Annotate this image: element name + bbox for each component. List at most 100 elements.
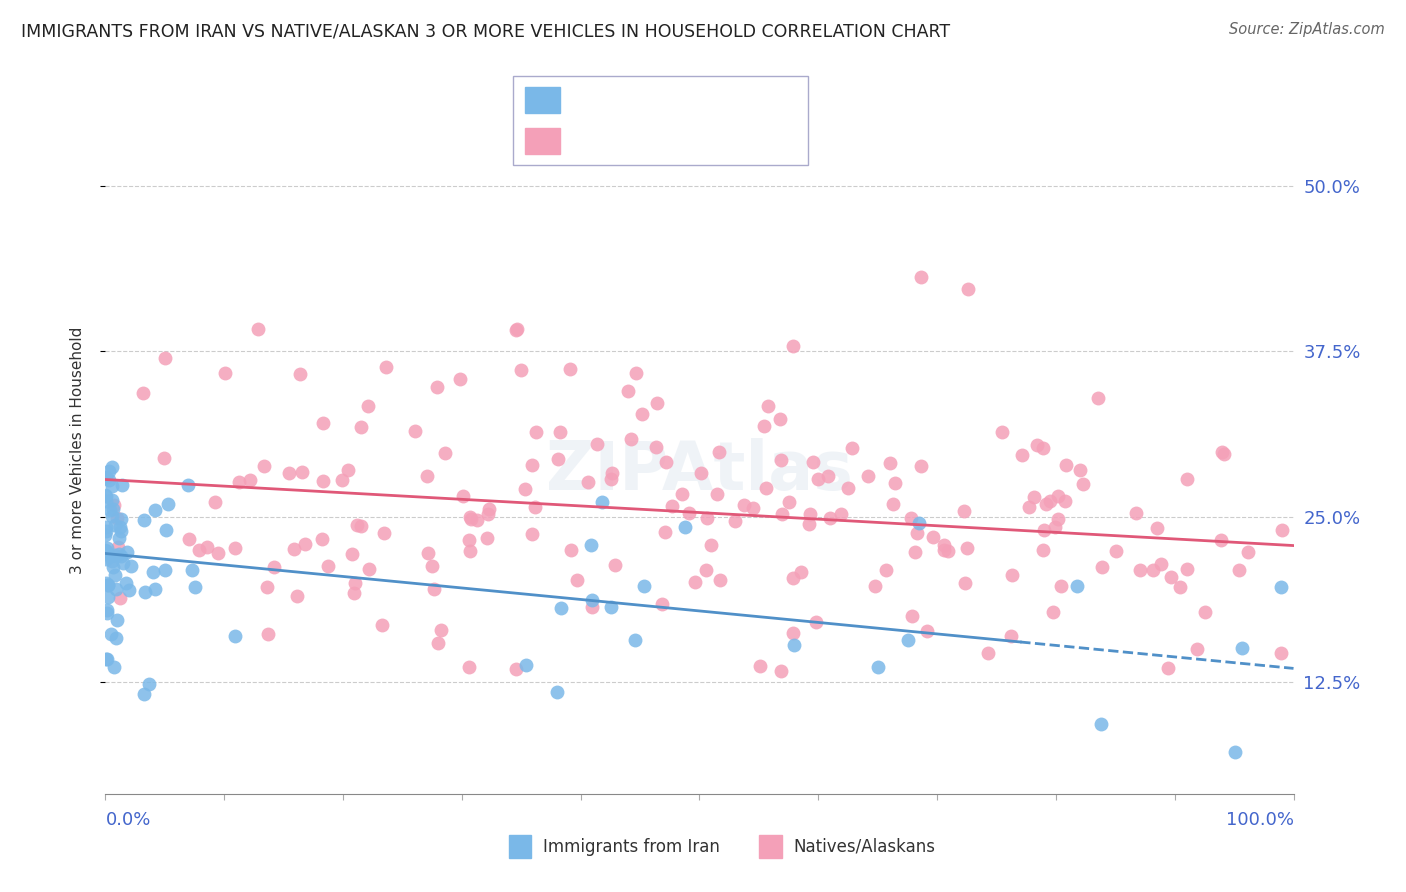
Point <box>253 459 276 474</box>
Point <box>111 478 134 492</box>
Point <box>1050 579 1073 593</box>
Point <box>782 339 804 353</box>
Point <box>120 558 142 573</box>
Point <box>156 497 179 511</box>
Point <box>1022 490 1045 504</box>
Point <box>101 560 124 574</box>
Point <box>1035 497 1057 511</box>
Point <box>910 459 932 474</box>
Point <box>294 537 316 551</box>
Point <box>184 581 207 595</box>
Point <box>976 646 998 660</box>
Point <box>579 538 602 552</box>
Point <box>600 599 623 614</box>
Point <box>1168 580 1191 594</box>
Point <box>623 633 645 648</box>
Point <box>879 456 901 470</box>
Point <box>96 651 118 665</box>
Point <box>356 400 378 414</box>
Point <box>932 538 955 552</box>
Point <box>449 372 471 386</box>
Point <box>620 432 643 446</box>
Text: 100.0%: 100.0% <box>1226 811 1294 829</box>
Point <box>1001 567 1024 582</box>
Point <box>108 547 131 561</box>
Text: R =: R = <box>572 91 603 109</box>
Point <box>510 363 533 377</box>
Text: -0.106: -0.106 <box>626 91 685 109</box>
Point <box>257 627 280 641</box>
Point <box>678 507 700 521</box>
Point <box>330 473 353 487</box>
Text: N =: N = <box>696 132 728 150</box>
Point <box>152 451 174 466</box>
Point <box>451 489 474 503</box>
Point <box>1185 641 1208 656</box>
Point <box>105 582 128 597</box>
Point <box>1157 661 1180 675</box>
Point <box>94 520 117 534</box>
Point <box>1149 558 1171 572</box>
Text: R =: R = <box>572 132 603 150</box>
Point <box>591 494 613 508</box>
Point <box>707 445 730 459</box>
Point <box>112 556 135 570</box>
Point <box>1069 463 1091 477</box>
Point <box>1042 605 1064 619</box>
Point <box>772 508 794 522</box>
Text: Source: ZipAtlas.com: Source: ZipAtlas.com <box>1229 22 1385 37</box>
Point <box>110 549 132 563</box>
Point <box>1011 448 1033 462</box>
Point <box>105 511 128 525</box>
Point <box>427 636 450 650</box>
Point <box>179 532 201 546</box>
Point <box>228 475 250 490</box>
Point <box>797 516 820 531</box>
Point <box>214 366 236 380</box>
Point <box>104 568 127 582</box>
Point <box>415 469 437 483</box>
Point <box>1270 646 1292 660</box>
FancyBboxPatch shape <box>513 76 808 165</box>
Point <box>420 559 443 574</box>
Point <box>505 662 527 676</box>
Point <box>689 466 711 480</box>
Point <box>921 530 943 544</box>
Point <box>143 503 166 517</box>
Point <box>742 501 765 516</box>
Point <box>605 558 627 572</box>
Point <box>915 624 938 638</box>
Point <box>1071 477 1094 491</box>
Point <box>724 514 747 528</box>
Point <box>371 618 394 632</box>
Point <box>207 546 229 560</box>
Point <box>1175 562 1198 576</box>
Point <box>142 565 165 579</box>
Point <box>782 638 804 652</box>
Point <box>97 464 120 478</box>
Point <box>558 362 581 376</box>
Point <box>97 578 120 592</box>
Point <box>346 518 368 533</box>
Point <box>94 489 117 503</box>
Point <box>1237 545 1260 559</box>
Point <box>547 452 569 467</box>
Point <box>630 407 652 421</box>
Point <box>1211 445 1233 459</box>
Text: -0.308: -0.308 <box>626 132 685 150</box>
Point <box>1025 438 1047 452</box>
Point <box>520 527 543 541</box>
Point <box>224 541 246 555</box>
Point <box>458 544 481 558</box>
Point <box>548 425 571 440</box>
Point <box>94 470 117 484</box>
Point <box>97 577 120 591</box>
Point <box>755 481 778 495</box>
Point <box>901 608 924 623</box>
Point <box>1032 441 1054 455</box>
Point <box>132 385 155 400</box>
Point <box>283 541 305 556</box>
Point <box>375 359 398 374</box>
Point <box>804 615 827 630</box>
Point <box>782 571 804 585</box>
